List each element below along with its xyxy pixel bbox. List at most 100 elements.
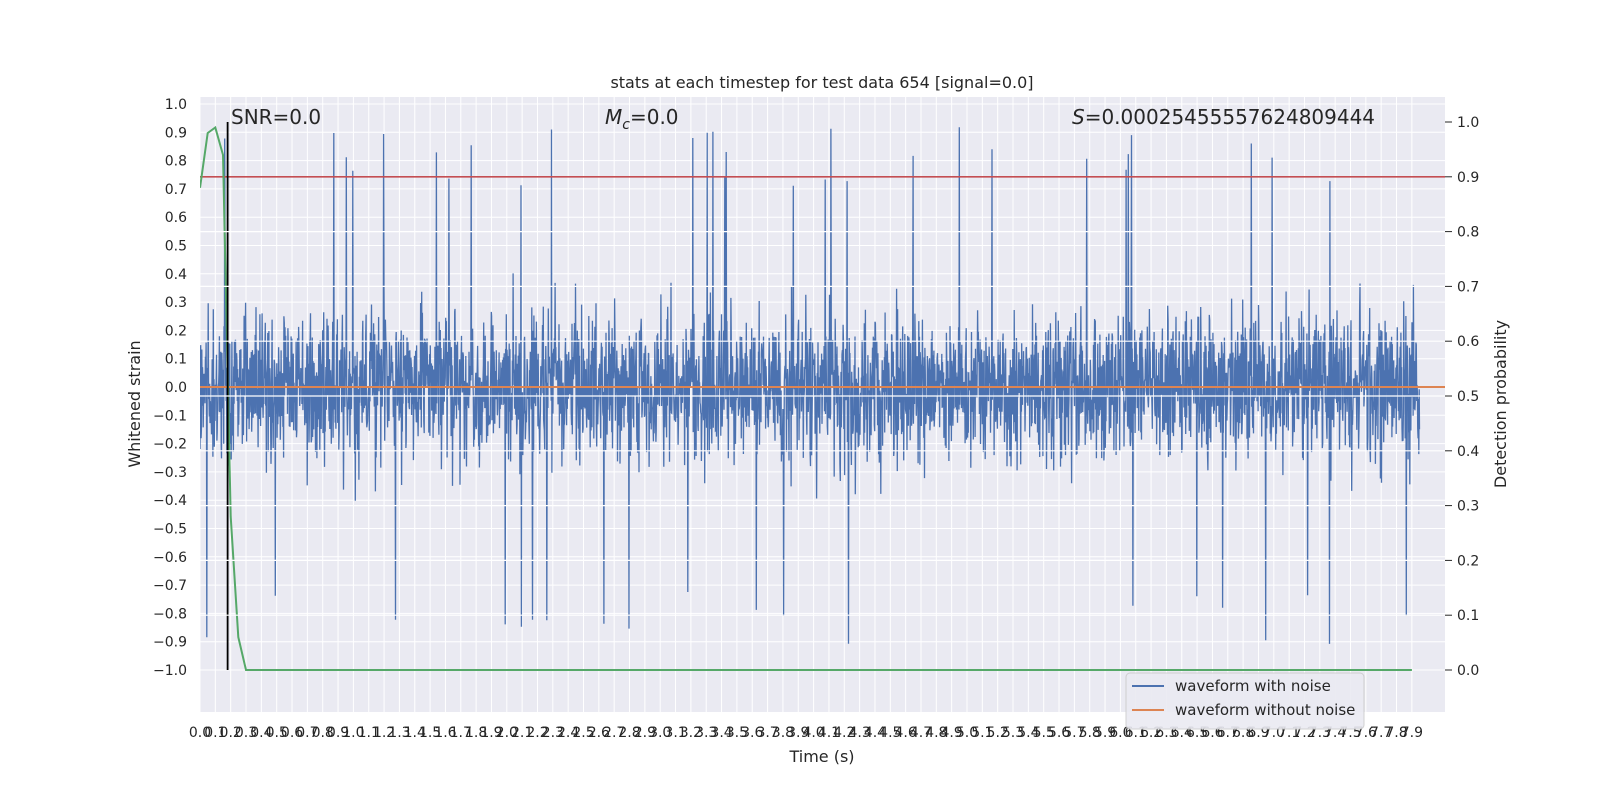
x-tick-label: 3.7 [756, 725, 778, 741]
right-tick-label: 0.4 [1457, 444, 1479, 460]
x-tick-label: 4.3 [848, 725, 870, 741]
x-tick-label: 4.6 [895, 725, 917, 741]
x-tick-label: 1.3 [388, 725, 410, 741]
x-tick-label: 1.4 [404, 725, 426, 741]
left-tick-label: −0.1 [153, 408, 187, 424]
x-tick-label: 4.8 [925, 725, 947, 741]
legend: waveform with noise waveform without noi… [1125, 672, 1365, 730]
left-tick-label: 0.4 [165, 267, 187, 283]
series-waveform-with-noise [200, 127, 1421, 644]
left-tick-label: 0.5 [165, 239, 187, 255]
x-tick-label: 5.6 [1048, 725, 1070, 741]
x-tick-label: 2.3 [542, 725, 564, 741]
x-tick-label: 2.4 [557, 725, 579, 741]
left-tick-label: −0.9 [153, 635, 187, 651]
x-tick-label: 0.7 [296, 725, 318, 741]
x-tick-label: 3.3 [695, 725, 717, 741]
x-tick-label: 3.8 [772, 725, 794, 741]
x-tick-label: 5.0 [956, 725, 978, 741]
x-tick-label: 5.7 [1063, 725, 1085, 741]
x-tick-label: 4.9 [941, 725, 963, 741]
legend-label-clean: waveform without noise [1175, 701, 1355, 719]
chirp-mass-annotation: Mc=0.0 [605, 105, 679, 133]
chart-title: stats at each timestep for test data 654… [610, 73, 1033, 92]
x-tick-label: 2.9 [634, 725, 656, 741]
x-tick-label: 3.0 [649, 725, 671, 741]
x-tick-label: 4.0 [802, 725, 824, 741]
right-tick-label: 0.3 [1457, 499, 1479, 515]
x-tick-label: 5.5 [1033, 725, 1055, 741]
x-tick-label: 5.4 [1017, 725, 1039, 741]
left-tick-label: 0.9 [165, 125, 187, 141]
x-tick-label: 2.5 [572, 725, 594, 741]
x-tick-label: 1.9 [480, 725, 502, 741]
left-tick-label: 0.3 [165, 295, 187, 311]
x-tick-label: 0.2 [220, 725, 242, 741]
x-tick-label: 4.1 [818, 725, 840, 741]
x-tick-label: 4.2 [833, 725, 855, 741]
left-tick-label: 1.0 [165, 97, 187, 113]
x-tick-label: 5.8 [1079, 725, 1101, 741]
x-tick-label: 6.0 [1109, 725, 1131, 741]
y-axis-label-left: Whitened strain [125, 340, 144, 467]
x-tick-label: 3.6 [741, 725, 763, 741]
x-tick-label: 7.7 [1370, 725, 1392, 741]
x-axis-label: Time (s) [788, 747, 854, 766]
x-tick-label: 2.0 [496, 725, 518, 741]
x-tick-label: 0.8 [312, 725, 334, 741]
legend-label-noise: waveform with noise [1175, 677, 1331, 695]
score-annotation: S=0.00025455557624809444 [1072, 105, 1375, 129]
x-tick-label: 5.1 [971, 725, 993, 741]
left-tick-label: −0.4 [153, 493, 187, 509]
x-tick-label: 0.5 [266, 725, 288, 741]
x-tick-label: 2.6 [588, 725, 610, 741]
x-tick-label: 0.9 [327, 725, 349, 741]
x-tick-label: 3.9 [787, 725, 809, 741]
x-tick-label: 4.5 [879, 725, 901, 741]
x-tick-label: 2.7 [603, 725, 625, 741]
right-tick-label: 0.8 [1457, 225, 1479, 241]
x-axis-ticks: 0.00.10.20.30.40.50.60.70.80.91.01.11.21… [189, 725, 1423, 741]
left-tick-label: −0.8 [153, 606, 187, 622]
x-tick-label: 0.1 [204, 725, 226, 741]
left-tick-label: −0.7 [153, 578, 187, 594]
left-axis-ticks: 1.0 0.9 0.8 0.7 0.6 0.5 0.4 0.3 0.2 0.1 0.0 −0.1 −0.… [153, 97, 187, 679]
x-tick-label: 5.3 [1002, 725, 1024, 741]
x-tick-label: 5.2 [987, 725, 1009, 741]
x-tick-label: 2.8 [618, 725, 640, 741]
x-tick-label: 3.5 [726, 725, 748, 741]
x-tick-label: 0.6 [281, 725, 303, 741]
x-tick-label: 1.8 [465, 725, 487, 741]
right-tick-label: 1.0 [1457, 115, 1479, 131]
x-tick-label: 4.4 [864, 725, 886, 741]
left-tick-label: −1.0 [153, 663, 187, 679]
left-tick-label: −0.3 [153, 465, 187, 481]
x-tick-label: 0.3 [235, 725, 257, 741]
left-tick-label: 0.7 [165, 182, 187, 198]
right-tick-label: 0.1 [1457, 608, 1479, 624]
right-axis-grid [200, 231, 1445, 616]
x-tick-label: 1.1 [358, 725, 380, 741]
left-tick-label: −0.6 [153, 550, 187, 566]
left-tick-label: 0.8 [165, 154, 187, 170]
x-tick-label: 1.2 [373, 725, 395, 741]
x-tick-label: 1.6 [434, 725, 456, 741]
left-tick-label: 0.1 [165, 352, 187, 368]
x-tick-label: 3.4 [710, 725, 732, 741]
x-tick-label: 7.9 [1401, 725, 1423, 741]
x-tick-label: 1.5 [419, 725, 441, 741]
x-tick-label: 1.0 [342, 725, 364, 741]
right-tick-label: 0.2 [1457, 553, 1479, 569]
x-tick-label: 0.0 [189, 725, 211, 741]
right-axis-ticks: 1.0 0.9 0.8 0.7 0.6 0.5 0.4 0.3 0.2 0.1 0.0 [1445, 115, 1479, 679]
left-tick-label: −0.2 [153, 437, 187, 453]
right-tick-label: 0.9 [1457, 170, 1479, 186]
x-tick-label: 3.1 [664, 725, 686, 741]
left-tick-label: 0.0 [165, 380, 187, 396]
y-axis-label-right: Detection probability [1491, 320, 1510, 488]
snr-annotation: SNR=0.0 [231, 105, 321, 129]
x-tick-label: 2.1 [511, 725, 533, 741]
x-tick-label: 3.2 [680, 725, 702, 741]
left-tick-label: −0.5 [153, 522, 187, 538]
x-tick-label: 0.4 [250, 725, 272, 741]
